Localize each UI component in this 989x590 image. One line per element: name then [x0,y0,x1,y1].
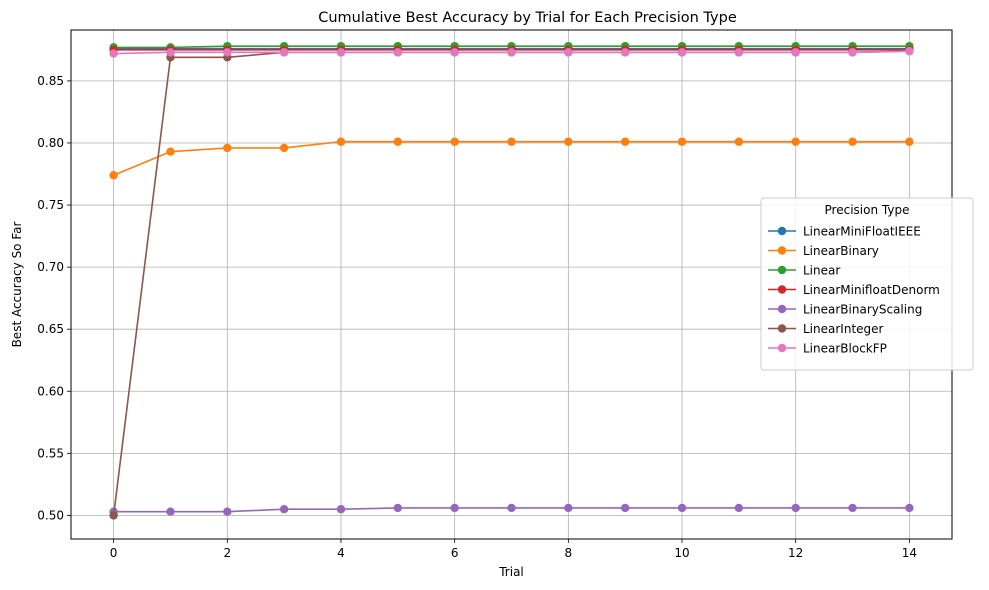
legend-entry: LinearBlockFP [768,342,887,356]
y-axis-label: Best Accuracy So Far [10,222,24,348]
y-tick-label: 0.85 [37,74,64,88]
data-point [336,505,346,514]
data-point [336,137,346,146]
data-point [848,48,857,57]
data-point [791,137,800,146]
y-tick-label: 0.75 [37,198,64,212]
y-tick-label: 0.65 [37,322,64,336]
series-linearblockfp [109,46,914,58]
chart-title: Cumulative Best Accuracy by Trial for Ea… [318,10,737,26]
data-point [564,48,573,57]
legend-entry: LinearBinary [768,244,879,258]
legend-label: LinearMiniFloatIEEE [803,225,921,239]
data-point [677,137,687,146]
y-tick-label: 0.80 [37,136,64,150]
data-point [848,503,857,513]
data-point [734,48,744,57]
data-point [507,48,516,57]
data-point [791,503,800,513]
legend-marker [777,226,787,236]
x-tick-label: 4 [337,546,345,560]
legend-marker [777,343,787,353]
data-point [848,137,857,146]
x-tick-label: 10 [674,546,689,560]
data-point [734,503,744,513]
data-point [734,137,744,146]
legend-entry: Linear [768,264,840,278]
data-point [393,48,403,57]
x-tick-label: 14 [902,546,917,560]
data-point [166,507,175,516]
y-tick-label: 0.55 [37,446,64,460]
legend-entry: LinearInteger [768,322,884,336]
legend-entry: LinearMinifloatDenorm [768,283,940,297]
data-point [223,48,232,57]
data-point [905,137,914,146]
data-point [223,507,232,516]
x-axis-ticks: 0 2 4 6 8 10 12 14 [110,539,917,560]
legend-entry: LinearMiniFloatIEEE [768,225,921,239]
x-axis-label: Trial [498,565,524,579]
data-point [905,46,914,56]
data-point [791,48,800,57]
x-tick-label: 0 [110,546,118,560]
data-point [393,137,403,146]
data-point [905,503,914,513]
x-tick-label: 8 [565,546,573,560]
data-point [507,137,516,146]
data-point [677,503,687,513]
y-tick-label: 0.70 [37,260,64,274]
legend-marker [777,324,787,333]
data-point [166,147,175,156]
data-point [450,48,459,57]
legend-entry: LinearBinaryScaling [768,303,922,317]
data-point [620,503,630,513]
x-tick-label: 12 [788,546,803,560]
legend-label: LinearBinary [803,244,879,258]
y-axis-ticks: 0.50 0.55 0.60 0.65 0.70 0.75 0.80 0.85 [37,74,71,522]
data-point [620,137,630,146]
x-tick-label: 2 [223,546,231,560]
y-tick-label: 0.60 [37,384,64,398]
data-point [279,143,289,153]
legend-label: LinearBlockFP [803,342,887,356]
data-point [109,49,118,58]
legend: Precision Type LinearMiniFloatIEEE Linear… [760,197,974,371]
data-point [223,143,232,153]
data-point [109,171,118,180]
legend-label: LinearBinaryScaling [803,303,922,317]
data-point [450,503,459,513]
data-point [677,48,687,57]
data-point [279,48,289,57]
data-point [336,48,346,57]
legend-title: Precision Type [825,203,910,217]
legend-label: LinearInteger [803,322,884,336]
legend-label: Linear [803,264,840,278]
legend-marker [777,285,787,294]
series-linearbinaryscaling [109,503,914,516]
series-linearbinary [109,137,914,180]
legend-marker [777,246,787,255]
data-point [393,503,403,513]
y-tick-label: 0.50 [37,508,64,522]
x-tick-label: 6 [451,546,459,560]
data-point [109,511,118,520]
data-point [279,505,289,514]
legend-marker [777,265,787,275]
legend-label: LinearMinifloatDenorm [803,283,940,297]
data-point [620,48,630,57]
data-point [564,137,573,146]
legend-box [760,197,974,371]
data-point [166,48,175,57]
data-point [450,137,459,146]
legend-marker [777,304,787,314]
series-line-linearbinary [113,140,910,176]
data-point [507,503,516,513]
data-point [564,503,573,513]
series-layer [109,41,914,520]
